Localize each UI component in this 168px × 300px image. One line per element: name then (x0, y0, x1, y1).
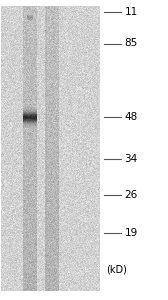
Text: 34: 34 (124, 154, 138, 164)
Text: 26: 26 (124, 190, 138, 200)
Text: 48: 48 (124, 112, 138, 122)
Text: 85: 85 (124, 38, 138, 49)
Text: (kD): (kD) (106, 265, 127, 275)
Text: FOXO4: FOXO4 (0, 112, 35, 122)
Text: 11: 11 (124, 7, 138, 17)
Text: --: -- (71, 112, 79, 122)
Text: 19: 19 (124, 227, 138, 238)
